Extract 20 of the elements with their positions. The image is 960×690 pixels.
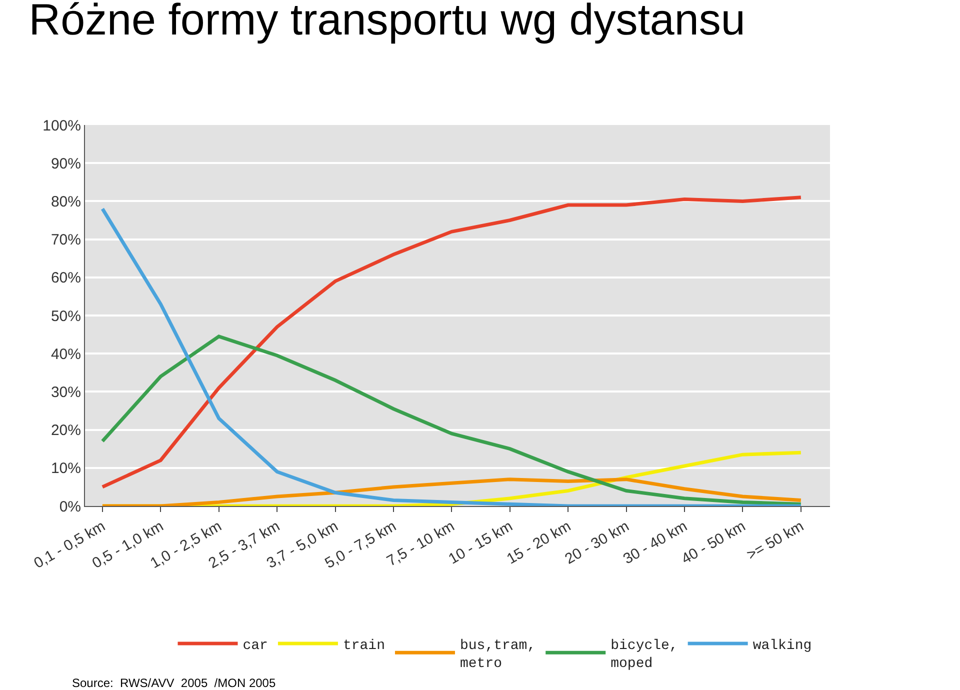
legend-label: bicycle, moped xyxy=(610,638,678,672)
legend-label: car xyxy=(242,638,268,654)
line-series xyxy=(100,478,803,506)
y-tick-label: 70% xyxy=(50,232,81,249)
y-tick-label: 40% xyxy=(50,346,81,363)
chart-title: Różne formy transportu wg dystansu xyxy=(28,0,746,44)
y-tick-label: 90% xyxy=(50,155,81,172)
y-tick-label: 0% xyxy=(59,498,81,516)
y-tick-label: 20% xyxy=(50,422,81,440)
y-tick-label: 10% xyxy=(50,460,81,478)
y-tick-label: 80% xyxy=(50,193,81,210)
y-tick-label: 50% xyxy=(50,308,81,325)
legend-label: train xyxy=(342,638,385,654)
y-tick-label: 60% xyxy=(50,270,81,287)
legend-label: bus,tram, metro xyxy=(460,638,536,672)
line-series xyxy=(100,334,803,506)
y-tick-label: 100% xyxy=(42,117,81,134)
legend-label: walking xyxy=(752,638,812,654)
source-note: Source: RWS/AVV 2005 /MON 2005 xyxy=(72,676,276,690)
y-tick-label: 30% xyxy=(50,384,81,401)
